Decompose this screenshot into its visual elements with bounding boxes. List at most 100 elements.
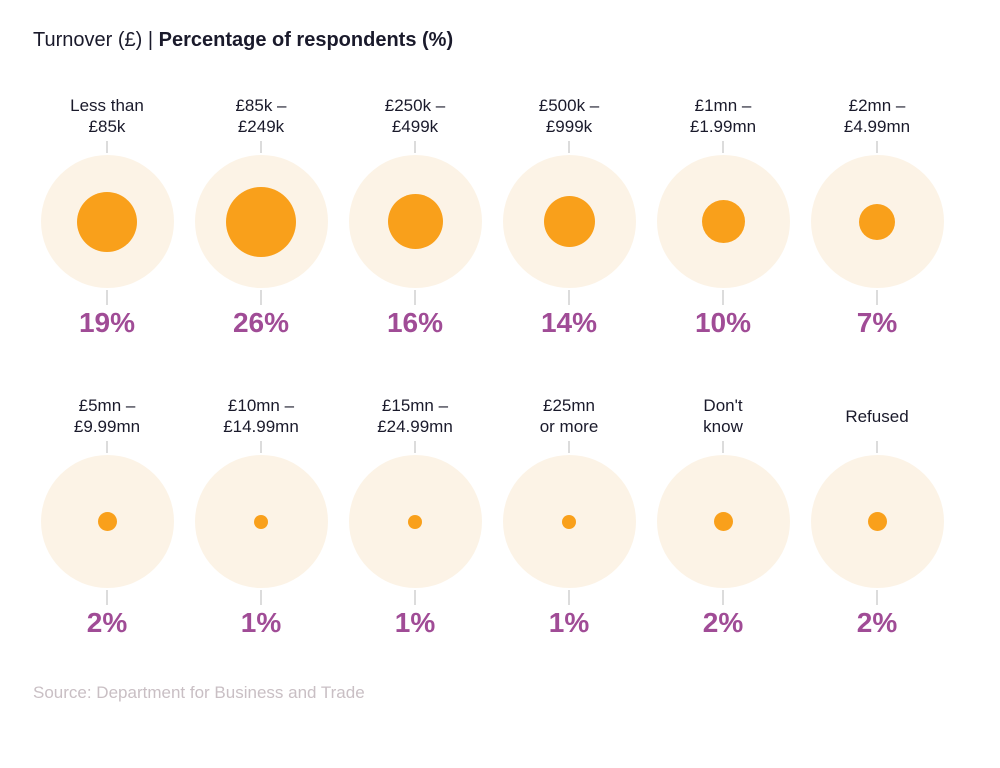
category-label: £1mn – £1.99mn	[690, 95, 756, 137]
halo-circle	[40, 455, 174, 588]
category-cell: £25mn or more 1%	[492, 395, 646, 639]
category-label: £500k – £999k	[539, 95, 600, 137]
value-bubble	[254, 514, 268, 529]
category-label-line2: £249k	[237, 117, 285, 136]
connector-line-bottom	[260, 590, 262, 605]
category-label: Less than £85k	[70, 95, 144, 137]
category-label: £2mn – £4.99mn	[844, 95, 910, 137]
halo-circle	[656, 455, 790, 588]
percentage-label: 16%	[386, 307, 444, 338]
value-bubble	[387, 194, 443, 249]
connector-line-bottom	[568, 290, 570, 305]
category-label-line2: £24.99mn	[377, 417, 453, 436]
category-label: £15mn – £24.99mn	[377, 395, 453, 437]
halo-circle	[40, 155, 174, 288]
category-cell: £85k – £249k 26%	[184, 95, 338, 339]
connector-line-top	[876, 441, 878, 453]
halo-circle	[194, 455, 328, 588]
category-label-line1: £2mn –	[848, 96, 906, 115]
halo-circle	[194, 155, 328, 288]
percentage-label: 1%	[394, 607, 436, 638]
category-label-line1: £5mn –	[78, 396, 136, 415]
percentage-label: 14%	[540, 307, 598, 338]
category-cell: £15mn – £24.99mn 1%	[338, 395, 492, 639]
value-bubble	[408, 514, 422, 529]
category-cell: Less than £85k 19%	[30, 95, 184, 339]
category-label-line1: £500k –	[538, 96, 600, 115]
connector-line-top	[876, 141, 878, 153]
category-label: £85k – £249k	[235, 95, 286, 137]
percentage-label: 7%	[856, 307, 898, 338]
value-bubble	[867, 512, 887, 531]
connector-line-bottom	[106, 290, 108, 305]
connector-line-top	[414, 141, 416, 153]
category-label-line2: £9.99mn	[73, 417, 141, 436]
category-label-line1: £25mn	[543, 396, 595, 415]
percentage-label: 1%	[240, 607, 282, 638]
percentage-label: 26%	[232, 307, 290, 338]
connector-line-bottom	[568, 590, 570, 605]
chart-title: Turnover (£) | Percentage of respondents…	[33, 28, 1000, 52]
connector-line-bottom	[722, 590, 724, 605]
category-label-line2: or more	[539, 417, 599, 436]
bubble-row-2: £5mn – £9.99mn 2% £10mn – £14.99mn 1% £1…	[30, 395, 954, 639]
category-label-line1: £250k –	[384, 96, 446, 115]
connector-line-bottom	[722, 290, 724, 305]
halo-circle	[348, 155, 482, 288]
category-label: £25mn or more	[540, 395, 599, 437]
category-label-line1: £15mn –	[381, 396, 449, 415]
category-cell: £500k – £999k 14%	[492, 95, 646, 339]
connector-line-bottom	[876, 590, 878, 605]
connector-line-top	[106, 441, 108, 453]
value-bubble	[97, 512, 117, 531]
category-label-line1: Less than	[70, 96, 144, 115]
connector-line-bottom	[414, 290, 416, 305]
value-bubble	[859, 203, 895, 240]
value-bubble	[562, 514, 576, 529]
category-label-line1: Don't	[703, 396, 743, 415]
category-label: £250k – £499k	[385, 95, 446, 137]
category-label-line2: £14.99mn	[223, 417, 299, 436]
category-label-line1: Refused	[845, 406, 909, 426]
category-cell: £2mn – £4.99mn 7%	[800, 95, 954, 339]
category-cell: £5mn – £9.99mn 2%	[30, 395, 184, 639]
category-label: Refused	[845, 395, 908, 437]
category-cell: Refused 2%	[800, 395, 954, 639]
category-label-line2: £4.99mn	[843, 117, 911, 136]
halo-circle	[502, 155, 636, 288]
category-label-line2: £999k	[545, 117, 593, 136]
category-label-line1: £85k –	[235, 96, 287, 115]
category-cell: £10mn – £14.99mn 1%	[184, 395, 338, 639]
bubble-row-1: Less than £85k 19% £85k – £249k 26% £250…	[30, 95, 954, 339]
category-cell: Don't know 2%	[646, 395, 800, 639]
chart-title-emphasis: Percentage of respondents (%)	[158, 29, 454, 51]
percentage-label: 1%	[548, 607, 590, 638]
connector-line-top	[260, 441, 262, 453]
connector-line-top	[106, 141, 108, 153]
connector-line-top	[722, 141, 724, 153]
category-label: £10mn – £14.99mn	[223, 395, 299, 437]
source-note: Source: Department for Business and Trad…	[33, 683, 365, 702]
value-bubble	[543, 196, 595, 247]
connector-line-top	[260, 141, 262, 153]
connector-line-bottom	[414, 590, 416, 605]
percentage-label: 2%	[86, 607, 128, 638]
connector-line-bottom	[106, 590, 108, 605]
category-label-line2: £85k	[88, 117, 126, 136]
halo-circle	[656, 155, 790, 288]
category-label-line1: £10mn –	[227, 396, 295, 415]
halo-circle	[348, 455, 482, 588]
category-label: £5mn – £9.99mn	[74, 395, 140, 437]
value-bubble	[226, 186, 296, 257]
category-cell: £1mn – £1.99mn 10%	[646, 95, 800, 339]
category-label-line2: £1.99mn	[689, 117, 757, 136]
halo-circle	[810, 155, 944, 288]
connector-line-bottom	[876, 290, 878, 305]
percentage-label: 19%	[78, 307, 136, 338]
chart-title-prefix: Turnover (£) |	[33, 29, 159, 51]
connector-line-top	[414, 441, 416, 453]
category-cell: £250k – £499k 16%	[338, 95, 492, 339]
connector-line-top	[568, 441, 570, 453]
halo-circle	[810, 455, 944, 588]
connector-line-top	[568, 141, 570, 153]
